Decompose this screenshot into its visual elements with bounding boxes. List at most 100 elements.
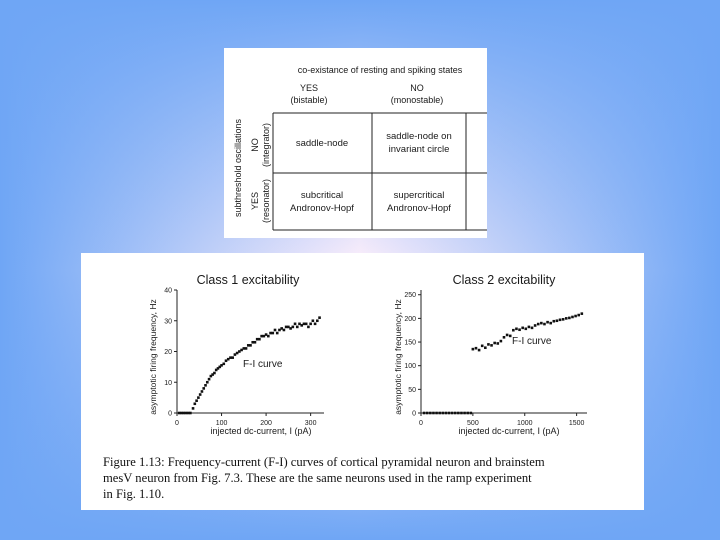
class2-data-point: [435, 411, 438, 415]
fi-curves-figure: Class 1 excitability asymptotic firing f…: [81, 253, 644, 510]
class1-data-point: [184, 411, 188, 415]
caption-line-1: Figure 1.13: Frequency-current (F-I) cur…: [103, 455, 545, 469]
class2-data-point: [512, 328, 515, 332]
class2-data-point: [502, 336, 506, 339]
class2-data-point: [453, 411, 457, 415]
class2-data-point: [463, 411, 466, 415]
figure-caption: Figure 1.13: Frequency-current (F-I) cur…: [103, 454, 633, 502]
fi-charts: Class 1 excitability asymptotic firing f…: [148, 273, 587, 436]
cell-saddle-node: saddle-node: [296, 138, 348, 149]
class2-y-tick-label: 0: [412, 411, 416, 418]
class2-data-point: [496, 342, 500, 345]
class1-data-point: [211, 373, 214, 376]
class2-data-point: [480, 344, 484, 348]
class1-data-point: [273, 328, 277, 332]
class1-data-point: [271, 331, 275, 335]
class1-y-tick-label: 20: [164, 349, 172, 356]
class2-data-point: [508, 334, 512, 338]
class1-data-point: [313, 322, 317, 326]
class2-data-point: [471, 347, 475, 351]
class2-y-tick-label: 50: [408, 387, 416, 394]
row-yes-sublabel: (resonator): [261, 179, 271, 223]
class2-data-point: [505, 333, 509, 337]
class1-x-tick-label: 300: [305, 420, 317, 427]
class1-data-point: [262, 334, 266, 338]
class1-data-point: [226, 357, 230, 361]
class1-y-tick-label: 0: [168, 411, 172, 418]
class1-data-point: [302, 322, 306, 326]
class1-x-tick-label: 100: [216, 420, 228, 427]
class2-data-point: [518, 328, 521, 332]
class2-points: [422, 312, 584, 415]
class1-data-point: [287, 325, 290, 329]
class2-x-tick-label: 1000: [517, 420, 533, 427]
class2-data-point: [469, 411, 473, 415]
class1-data-point: [293, 322, 297, 326]
class2-data-point: [577, 313, 580, 317]
class2-data-point: [474, 346, 478, 350]
class2-data-point: [561, 318, 565, 321]
class1-data-point: [218, 365, 222, 369]
class1-data-point: [249, 344, 252, 347]
class2-data-point: [568, 316, 571, 320]
cell-snic-line1: saddle-node on: [386, 131, 452, 142]
class2-data-point: [527, 325, 531, 329]
class1-data-point: [282, 328, 286, 332]
class1-data-point: [280, 327, 283, 330]
class2-data-point: [543, 322, 546, 326]
class2-data-point: [552, 319, 556, 323]
class2-data-point: [515, 327, 518, 331]
class1-data-point: [202, 387, 206, 390]
class2-data-point: [499, 339, 503, 343]
class2-chart: Class 2 excitability asymptotic firing f…: [393, 273, 587, 436]
class1-data-point: [318, 316, 321, 319]
class2-data-point: [490, 344, 493, 347]
col-yes-sublabel: (bistable): [290, 95, 327, 105]
class2-data-point: [530, 326, 534, 330]
class1-y-tick-label: 40: [164, 288, 172, 295]
class2-data-point: [477, 348, 481, 352]
class1-data-point: [240, 348, 243, 352]
col-no-sublabel: (monostable): [391, 95, 444, 105]
class1-data-point: [300, 324, 304, 327]
cell-subcritical-line2: Andronov-Hopf: [290, 203, 354, 214]
class2-data-point: [441, 411, 445, 415]
class1-data-point: [229, 356, 232, 359]
class1-data-point: [220, 364, 223, 367]
class1-xlabel: injected dc-current, I (pA): [210, 426, 311, 436]
class2-data-point: [564, 317, 568, 320]
row-no-label: NO: [250, 138, 260, 152]
class1-y-tick-label: 10: [164, 380, 172, 387]
class2-y-tick-label: 250: [404, 292, 416, 299]
cell-supercritical-line1: supercritical: [394, 190, 445, 201]
class1-axes: 0 100 200 300 0 10 20 30 40: [164, 288, 324, 427]
class1-data-point: [195, 399, 198, 402]
class1-data-point: [246, 344, 250, 347]
class2-data-point: [524, 327, 528, 331]
class2-data-point: [438, 411, 441, 415]
class2-ylabel: asymptotic firing frequency, Hz: [393, 299, 403, 415]
class1-points: [177, 316, 321, 415]
class1-data-point: [191, 407, 195, 410]
cell-supercritical-line2: Andronov-Hopf: [387, 203, 451, 214]
class1-data-point: [304, 322, 308, 326]
row-no-sublabel: (integrator): [261, 123, 271, 167]
class2-data-point: [540, 321, 543, 325]
class1-data-point: [214, 368, 218, 372]
class1-data-point: [251, 340, 255, 344]
class1-x-tick-label: 200: [260, 420, 272, 427]
class1-data-point: [238, 350, 241, 353]
class1-data-point: [213, 371, 216, 375]
class2-data-point: [571, 315, 574, 319]
class2-y-tick-label: 150: [404, 340, 416, 347]
class2-data-point: [580, 312, 584, 315]
class1-data-point: [307, 325, 310, 329]
class2-axes: 0 500 1000 1500 0 50 100 150 200 250: [404, 290, 587, 427]
class2-data-point: [555, 319, 559, 323]
class1-data-point: [209, 374, 213, 378]
class1-y-tick-label: 30: [164, 318, 172, 325]
class1-data-point: [316, 319, 319, 323]
class1-data-point: [253, 340, 257, 344]
cell-subcritical-line1: subcritical: [301, 190, 343, 201]
class2-data-point: [460, 411, 463, 415]
